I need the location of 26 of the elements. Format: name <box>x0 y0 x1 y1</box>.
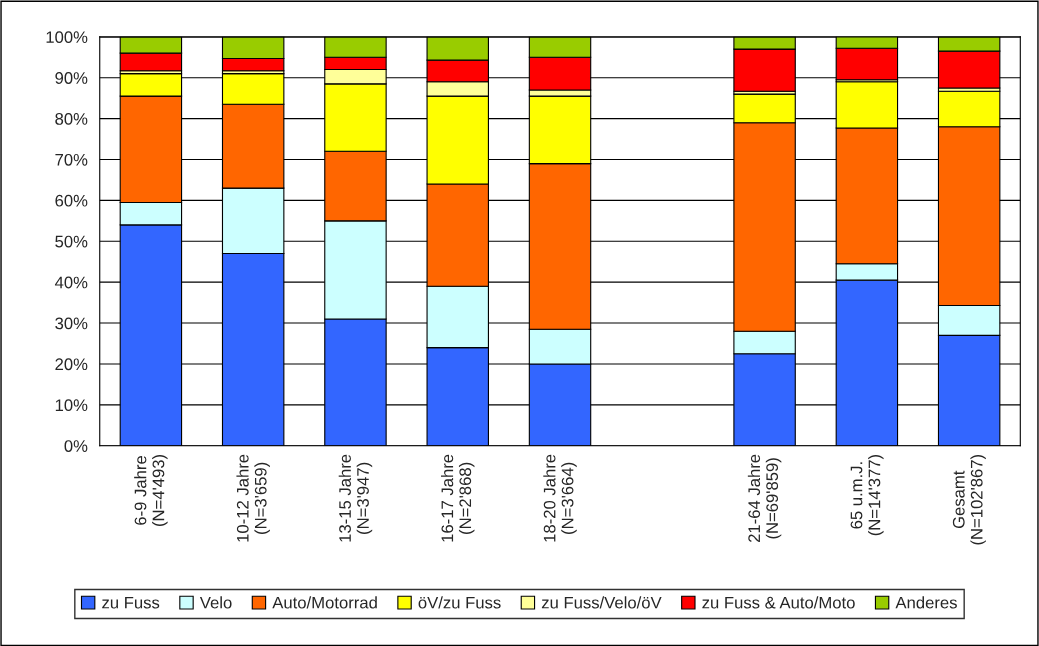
legend-label: zu Fuss/Velo/öV <box>541 596 662 609</box>
x-tick-label: 13-15 Jahre (N=3'947) <box>338 454 373 542</box>
y-tick-label: 70% <box>55 153 88 166</box>
x-tick-label: 18-20 Jahre (N=3'664) <box>543 454 577 542</box>
legend-label: Auto/Motorrad <box>272 596 377 609</box>
y-tick-label: 60% <box>55 194 88 207</box>
y-tick-label: 0% <box>64 440 88 452</box>
legend-label: Velo <box>199 596 232 609</box>
y-tick-label: 20% <box>55 358 88 371</box>
y-tick-label: 40% <box>54 276 88 289</box>
x-tick-label: 21-64 Jahre (N=69'859) <box>747 454 782 543</box>
x-tick-label: Gesamt (N=102'867) <box>952 454 986 545</box>
x-tick-label: 16-17 Jahre (N=2'868) <box>440 454 475 542</box>
x-tick-label: 6-9 Jahre (N=4'493) <box>134 454 168 527</box>
x-tick-label: 65 u.m.J. (N=14'377) <box>850 454 884 536</box>
legend-label: zu Fuss & Auto/Moto <box>702 596 855 609</box>
y-tick-label: 80% <box>55 113 88 125</box>
legend-label: Anderes <box>895 596 957 609</box>
x-tick-label: 10-12 Jahre (N=3'659) <box>236 454 270 542</box>
legend-label: zu Fuss <box>102 596 160 609</box>
y-tick-label: 100% <box>46 31 88 44</box>
y-tick-label: 30% <box>55 317 88 330</box>
y-tick-label: 10% <box>55 399 88 412</box>
y-tick-label: 90% <box>55 72 88 84</box>
legend-label: öV/zu Fuss <box>418 596 501 609</box>
y-tick-label: 50% <box>55 235 88 248</box>
